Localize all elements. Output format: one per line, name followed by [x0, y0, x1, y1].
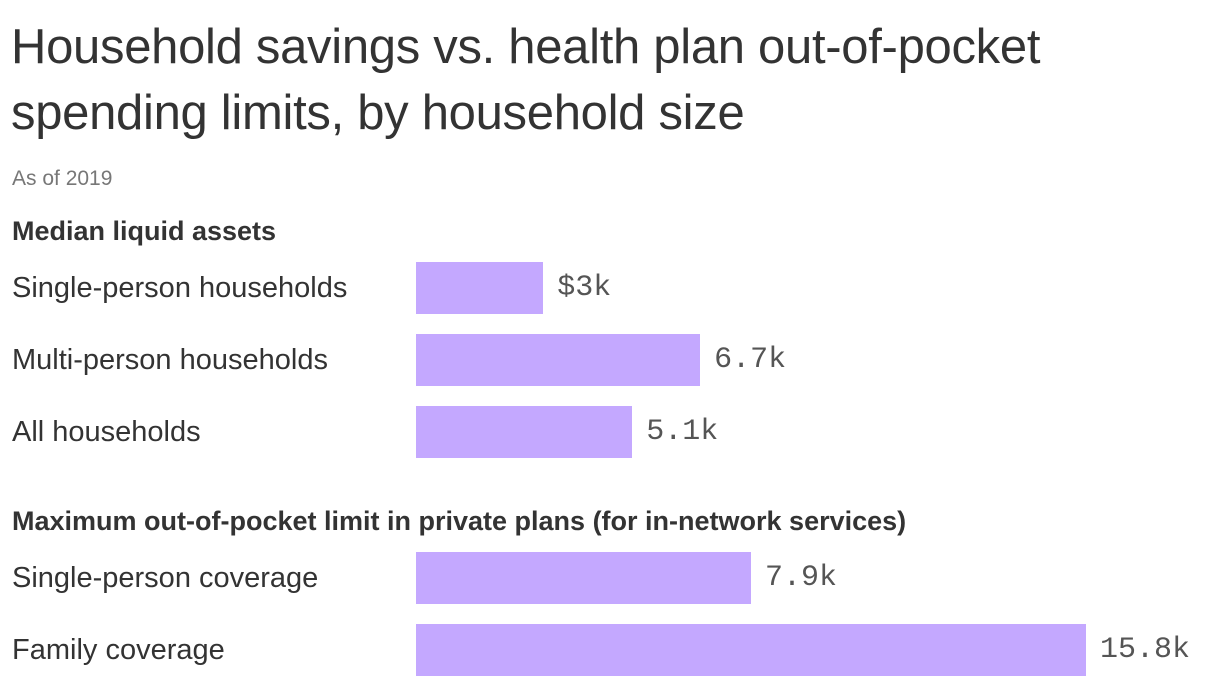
bar: [416, 334, 701, 386]
data-label: 5.1k: [646, 415, 719, 449]
category-label: Family coverage: [12, 634, 225, 666]
category-label: Single-person coverage: [12, 562, 319, 594]
chart-subtitle: As of 2019: [12, 167, 113, 190]
category-label: Multi-person households: [12, 344, 328, 376]
bar: [416, 624, 1086, 676]
group-label: Median liquid assets: [12, 216, 277, 246]
chart-title: Household savings vs. health plan out-of…: [11, 20, 1041, 140]
data-label: $3k: [557, 271, 612, 305]
group-label: Maximum out-of-pocket limit in private p…: [12, 506, 907, 536]
category-label: Single-person households: [12, 272, 348, 304]
bar: [416, 262, 544, 314]
data-label: 6.7k: [714, 343, 787, 377]
data-label: 15.8k: [1100, 633, 1191, 667]
bar: [416, 406, 633, 458]
category-label: All households: [12, 416, 201, 448]
bar: [416, 552, 751, 604]
data-label: 7.9k: [765, 561, 838, 595]
